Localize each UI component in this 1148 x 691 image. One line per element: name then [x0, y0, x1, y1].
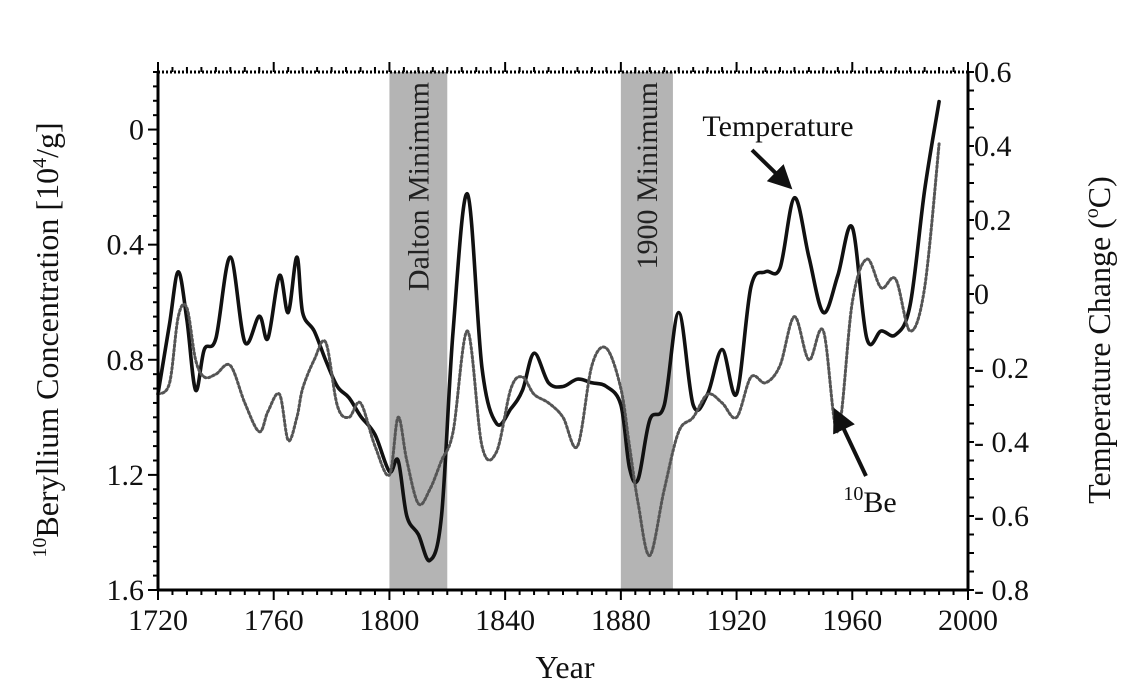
x-tick-label-1800: 1800	[359, 604, 419, 637]
x-tick-label-1760: 1760	[244, 604, 304, 637]
right-axis-title-main: Temperature Change (	[1081, 218, 1117, 504]
right-tick-label: - 0.2	[974, 352, 1029, 385]
left-axis-title-suffix: /g]	[29, 122, 65, 158]
right-tick-label: 0.4	[974, 130, 1012, 163]
right-axis-title: Temperature Change (oC)	[1081, 176, 1117, 504]
left-axis-title-sup-prefix: 10	[29, 538, 51, 558]
band-label-1: 1900 Minimum	[631, 82, 664, 270]
annotation-be-arrow	[833, 407, 868, 477]
right-tick-label: - 0.4	[974, 426, 1029, 459]
right-tick-label: 0.2	[974, 204, 1012, 237]
left-axis-title-main: Beryllium Concentration [10	[29, 168, 65, 538]
x-tick-label-1840: 1840	[475, 604, 535, 637]
annotation-temperature-label: Temperature	[702, 110, 853, 143]
right-axis-title-sup: o	[1081, 208, 1103, 218]
left-tick-label: 0	[129, 114, 144, 147]
right-tick-label: - 0.6	[974, 500, 1029, 533]
x-tick-label-1720: 1720	[128, 604, 188, 637]
x-tick-label-1880: 1880	[591, 604, 651, 637]
band-1	[620, 72, 673, 590]
x-axis-title: Year	[536, 649, 595, 685]
band-labels: Dalton Minimum 1900 Minimum	[402, 82, 664, 291]
annotation-be-sup: 10	[843, 483, 863, 505]
right-axis-title-suffix: C)	[1081, 176, 1117, 208]
series-be10-line	[156, 142, 941, 558]
x-tick-label-1920: 1920	[707, 604, 767, 637]
x-tick-label-1960: 1960	[822, 604, 882, 637]
x-tick-label-2000: 2000	[938, 604, 998, 637]
left-tick-label: 1.6	[107, 574, 145, 607]
band-label-0: Dalton Minimum	[402, 82, 435, 291]
annotation-be-label: 10Be	[843, 483, 896, 519]
shaded-bands	[389, 72, 673, 590]
right-tick-label: 0.6	[974, 56, 1012, 89]
left-tick-label: 0.8	[107, 344, 145, 377]
left-tick-label: 1.2	[107, 459, 145, 492]
right-tick-label: 0	[974, 278, 989, 311]
plot-frame	[156, 70, 970, 592]
tick-labels: 1720 1760 1800 1840 1880 1920 1960 2000 0 0.4 0.8 1…	[107, 56, 1030, 637]
left-axis-title-sup-exp: 4	[29, 158, 51, 168]
right-tick-label: - 0.8	[974, 574, 1029, 607]
annotation-temperature-arrow	[750, 148, 793, 190]
left-tick-label: 0.4	[107, 229, 145, 262]
series	[156, 99, 941, 563]
annotation-be-main: Be	[863, 486, 896, 519]
left-axis-title: 10Beryllium Concentration [104/g]	[29, 122, 65, 557]
series-temperature-line	[156, 99, 941, 563]
ticks	[148, 62, 974, 600]
